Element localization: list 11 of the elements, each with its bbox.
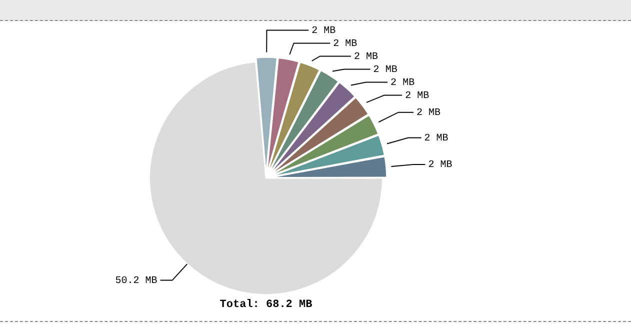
data-label: 2 MB: [424, 133, 448, 144]
data-label: 2 MB: [312, 26, 336, 37]
data-label: 2 MB: [354, 52, 378, 63]
data-label: 2 MB: [416, 108, 441, 119]
data-label: 2 MB: [333, 38, 358, 50]
data-label: 2 MB: [405, 90, 430, 102]
data-label: 50.2 MB: [115, 276, 158, 287]
data-label: 2 MB: [428, 160, 452, 172]
text: Total: 68.2 MB: [220, 298, 313, 311]
data-label: 2 MB: [390, 78, 415, 89]
data-label: 2 MB: [373, 64, 398, 76]
